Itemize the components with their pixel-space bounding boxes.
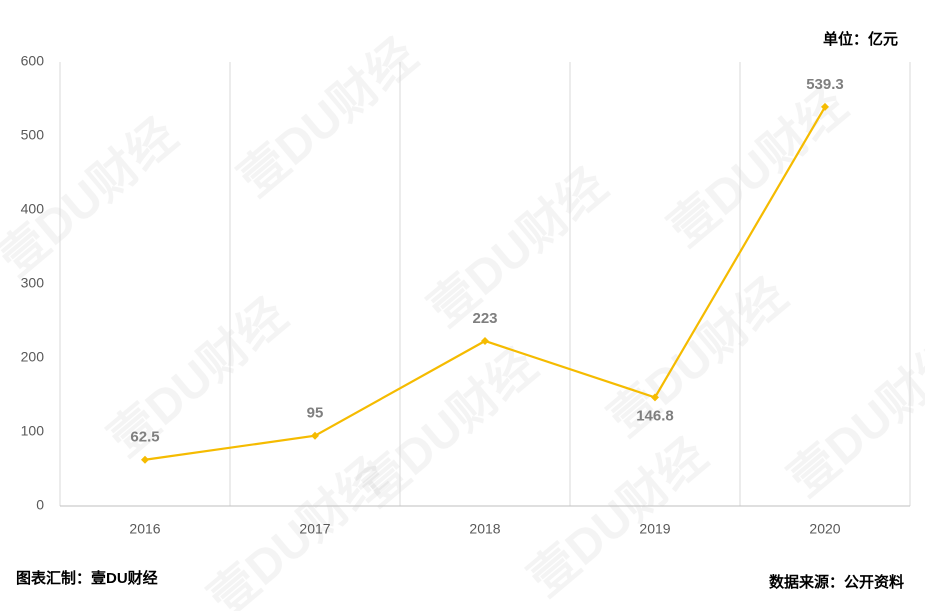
y-tick-label: 300	[21, 275, 45, 291]
marker	[141, 455, 149, 464]
y-tick-label: 400	[21, 201, 45, 217]
watermark: 壹DU财经	[199, 449, 397, 611]
data-label: 95	[307, 405, 324, 422]
y-tick-label: 0	[36, 497, 44, 513]
marker	[311, 431, 319, 440]
watermark: 壹DU财经	[519, 429, 717, 607]
unit-label: 单位：亿元	[823, 30, 898, 48]
y-tick-label: 100	[21, 423, 45, 439]
x-tick-label: 2016	[129, 521, 160, 537]
credit: 图表汇制：壹DU财经	[16, 569, 158, 587]
x-tick-label: 2018	[469, 521, 500, 537]
watermark: 壹DU财经	[779, 329, 925, 507]
watermark: 壹DU财经	[99, 289, 297, 467]
data-label: 62.5	[130, 429, 159, 446]
x-tick-label: 2020	[809, 521, 840, 537]
y-tick-label: 500	[21, 127, 45, 143]
watermark: 壹DU财经	[599, 269, 797, 447]
marker	[651, 393, 659, 402]
watermark: 壹DU财经	[229, 29, 427, 207]
y-tick-label: 600	[21, 53, 45, 69]
source: 数据来源：公开资料	[769, 573, 904, 591]
x-tick-label: 2019	[639, 521, 670, 537]
data-label: 146.8	[636, 407, 674, 424]
data-label: 539.3	[806, 76, 844, 93]
x-tick-label: 2017	[299, 521, 330, 537]
marker	[821, 102, 829, 111]
data-label: 223	[472, 310, 497, 327]
y-tick-label: 200	[21, 349, 45, 365]
marker	[481, 336, 489, 345]
watermark: 壹DU财经	[419, 159, 617, 337]
